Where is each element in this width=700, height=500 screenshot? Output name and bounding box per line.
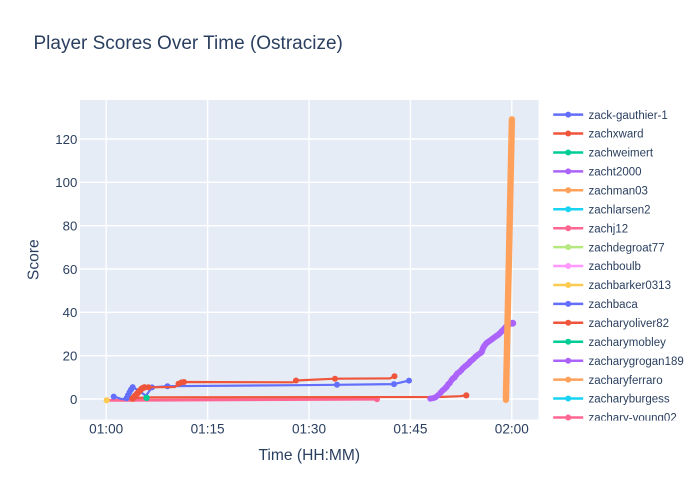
svg-text:120: 120	[55, 132, 77, 147]
svg-text:Player Scores Over Time (Ostra: Player Scores Over Time (Ostracize)	[34, 33, 343, 54]
svg-text:zachman03: zachman03	[589, 186, 648, 198]
svg-text:01:30: 01:30	[292, 421, 326, 436]
svg-text:zachweimert: zachweimert	[589, 148, 654, 160]
svg-text:zacharyoliver82: zacharyoliver82	[589, 318, 670, 330]
svg-text:02:00: 02:00	[495, 421, 529, 436]
svg-text:zack-gauthier-1: zack-gauthier-1	[589, 110, 668, 122]
svg-text:zachxward: zachxward	[589, 129, 644, 141]
svg-text:zachj12: zachj12	[589, 223, 629, 235]
svg-text:40: 40	[63, 305, 78, 320]
svg-text:zachdegroat77: zachdegroat77	[589, 242, 665, 254]
svg-text:01:45: 01:45	[393, 421, 427, 436]
svg-text:80: 80	[63, 219, 78, 234]
svg-text:zacharyferraro: zacharyferraro	[589, 375, 663, 387]
svg-text:zacharygrogan189: zacharygrogan189	[589, 356, 684, 368]
svg-text:100: 100	[55, 175, 77, 190]
svg-text:Time (HH:MM): Time (HH:MM)	[258, 447, 360, 464]
svg-text:zacht2000: zacht2000	[589, 167, 642, 179]
svg-text:01:15: 01:15	[191, 421, 225, 436]
svg-text:zacharyburgess: zacharyburgess	[589, 394, 670, 406]
svg-text:zachlarsen2: zachlarsen2	[589, 204, 651, 216]
svg-text:60: 60	[63, 262, 78, 277]
svg-text:zachary-young02: zachary-young02	[589, 413, 677, 425]
svg-text:0: 0	[70, 392, 77, 407]
svg-text:Score: Score	[25, 239, 42, 280]
svg-text:zachbaca: zachbaca	[589, 299, 639, 311]
svg-text:zachbarker0313: zachbarker0313	[589, 280, 671, 292]
svg-text:zachboulb: zachboulb	[589, 261, 641, 273]
svg-text:20: 20	[63, 349, 78, 364]
svg-text:01:00: 01:00	[89, 421, 123, 436]
svg-text:zacharymobley: zacharymobley	[589, 337, 667, 349]
